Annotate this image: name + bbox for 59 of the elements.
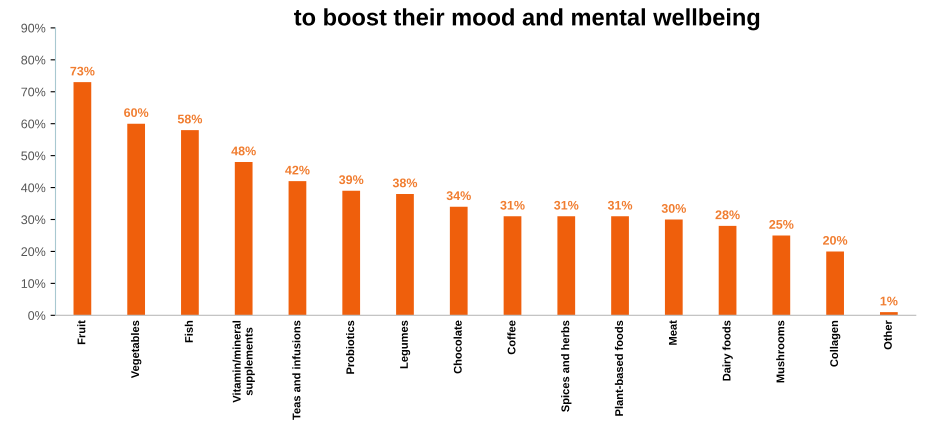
bar <box>342 190 360 316</box>
bar <box>450 206 468 316</box>
data-label: 31% <box>554 200 578 210</box>
data-label: 48% <box>231 146 256 156</box>
bar <box>880 312 898 316</box>
bar <box>74 82 92 316</box>
bar <box>718 226 736 316</box>
data-label: 20% <box>823 236 848 245</box>
x-tick-label: Chocolate <box>454 320 462 374</box>
bar <box>396 194 414 316</box>
data-label: 31% <box>608 200 632 210</box>
chart-title: to boost their mood and mental wellbeing <box>294 8 760 30</box>
bar <box>127 124 146 316</box>
bar <box>772 235 790 316</box>
data-label: 30% <box>662 204 686 213</box>
x-tick-label: Meat <box>669 320 677 345</box>
data-label: 39% <box>338 175 364 184</box>
bar <box>181 130 199 316</box>
data-label: 25% <box>769 220 794 229</box>
bar <box>288 181 306 316</box>
x-tick-label: Probiotics <box>346 320 354 374</box>
x-tick-label: Teas and infusions <box>292 320 300 420</box>
x-tick-label: Legumes <box>400 320 410 368</box>
x-tick-label: Vitamin/mineral supplements <box>232 320 255 403</box>
x-tick-label: Dairy foods <box>722 320 733 381</box>
bar <box>504 216 522 316</box>
x-tick-label: Mushrooms <box>776 320 784 382</box>
y-tick-label: 40% <box>21 183 46 192</box>
y-tick-label: 80% <box>21 56 46 64</box>
y-tick-label: 90% <box>21 24 46 33</box>
y-tick-label: 30% <box>21 215 46 224</box>
x-tick-label: Spices and herbs <box>561 320 572 412</box>
data-label: 42% <box>285 166 310 175</box>
y-tick-label: 60% <box>21 119 46 128</box>
data-label: 60% <box>124 108 148 118</box>
x-tick-label: Other <box>884 320 892 350</box>
bar <box>826 251 844 316</box>
y-tick-label: 10% <box>22 279 46 288</box>
data-label: 28% <box>715 210 740 220</box>
data-label: 58% <box>178 114 202 124</box>
y-tick-label: 0% <box>28 311 46 320</box>
data-label: 73% <box>70 66 95 76</box>
bar <box>664 220 683 316</box>
y-tick-label: 70% <box>21 88 46 96</box>
x-tick-label: Collagen <box>830 320 840 367</box>
data-label: 31% <box>500 200 525 210</box>
bar <box>234 162 253 316</box>
x-tick-label: Plant-based foods <box>614 320 624 416</box>
bar <box>611 216 629 316</box>
y-tick-label: 20% <box>21 247 46 256</box>
data-label: 34% <box>446 191 471 200</box>
x-tick-label: Fish <box>184 320 193 342</box>
y-tick-label: 50% <box>21 151 46 160</box>
x-tick-label: Fruit <box>77 320 86 344</box>
data-label: 1% <box>880 296 898 306</box>
data-label: 38% <box>392 178 418 188</box>
x-tick-label: Coffee <box>507 320 516 354</box>
bar <box>557 216 576 316</box>
x-tick-label: Vegetables <box>130 320 142 378</box>
